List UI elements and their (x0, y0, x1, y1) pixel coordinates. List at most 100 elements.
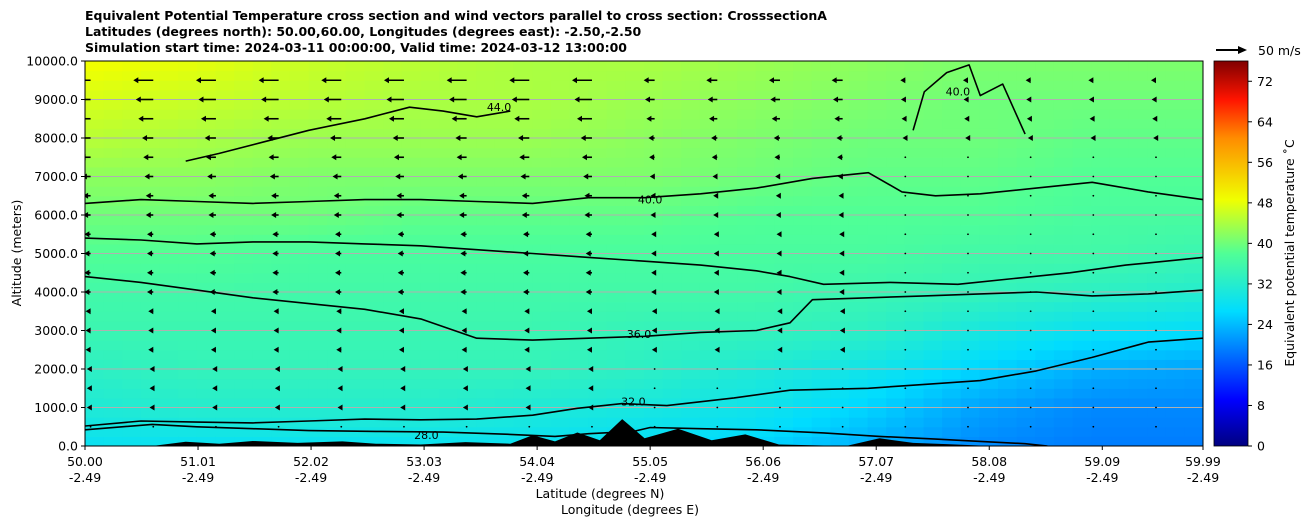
wind-vector (1025, 77, 1031, 84)
fill-cell (494, 99, 515, 110)
fill-cell (960, 349, 980, 360)
contour-line-6 (912, 64, 1026, 135)
fill-cell (830, 243, 850, 255)
fill-cell (383, 234, 403, 245)
fill-cell (699, 70, 720, 81)
fill-cell (606, 205, 626, 216)
fill-cell (457, 282, 477, 293)
wind-vector (263, 115, 279, 122)
wind-vector-head (649, 173, 655, 180)
wind-vector (1092, 425, 1095, 428)
wind-vector (273, 308, 279, 315)
wind-vector-dot (1092, 310, 1095, 313)
fill-cell (848, 234, 869, 245)
fill-cell (85, 369, 105, 380)
fill-cell (718, 417, 738, 428)
fill-cell (606, 282, 626, 293)
fill-cell (848, 99, 869, 110)
fill-cell (196, 224, 217, 235)
fill-cell (1109, 349, 1130, 360)
fill-cell (550, 349, 571, 360)
fill-cell (1035, 138, 1055, 149)
wind-vector (831, 77, 843, 84)
fill-cell (1072, 80, 1092, 91)
fill-cell (457, 70, 477, 81)
fill-cell (513, 282, 533, 293)
wind-vector (716, 406, 719, 409)
fill-cell (439, 99, 459, 110)
wind-vector (777, 308, 783, 315)
fill-cell (811, 417, 831, 428)
fill-cell (1147, 234, 1167, 245)
fill-cell (1184, 234, 1203, 245)
fill-cell (420, 147, 440, 158)
fill-cell (1109, 388, 1130, 399)
fill-cell (1147, 215, 1167, 226)
fill-cell (755, 253, 776, 264)
fill-cell (439, 349, 459, 360)
fill-cell (774, 215, 794, 226)
fill-cell (1128, 176, 1148, 187)
fill-cell (1109, 234, 1130, 245)
fill-cell (383, 388, 403, 399)
fill-cell (681, 340, 701, 351)
wind-vector (525, 366, 531, 372)
fill-cell (662, 388, 682, 399)
fill-cell (140, 138, 161, 149)
fill-cell (1035, 195, 1055, 206)
fill-cell (588, 417, 608, 428)
fill-cell (345, 109, 366, 120)
fill-cell (718, 70, 738, 81)
temperature-contours (85, 64, 1203, 446)
wind-vector (1092, 214, 1095, 216)
fill-cell (886, 359, 906, 370)
fill-cell (476, 320, 496, 332)
wind-vector (460, 231, 467, 238)
fill-cell (1165, 407, 1185, 418)
wind-vector-dot (1155, 175, 1157, 178)
fill-cell (401, 89, 421, 101)
fill-cell (364, 166, 384, 178)
fill-cell (737, 426, 757, 437)
wind-vector-dot (904, 233, 907, 236)
fill-cell (178, 128, 198, 139)
fill-cell (215, 369, 235, 380)
fill-cell (644, 243, 664, 255)
fill-cell (1109, 397, 1130, 409)
fill-cell (960, 378, 980, 389)
wind-vector-head (650, 212, 656, 218)
fill-cell (439, 378, 459, 389)
fill-cell (494, 70, 515, 81)
wind-vector (651, 346, 657, 353)
fill-cell (215, 89, 235, 101)
fill-cell (532, 369, 552, 380)
wind-vector (456, 154, 467, 161)
fill-cell (85, 147, 105, 158)
fill-cell (85, 320, 105, 332)
fill-cell (271, 426, 291, 437)
fill-cell (699, 224, 720, 235)
fill-cell (867, 301, 887, 312)
fill-cell (811, 311, 831, 322)
contour-labels: 28.032.036.040.044.040.0 (414, 86, 970, 442)
fill-cell (364, 417, 384, 428)
fill-cell (588, 359, 608, 370)
fill-cell (1165, 378, 1185, 389)
wind-vector (519, 154, 530, 161)
fill-cell (886, 320, 906, 332)
fill-cell (998, 118, 1018, 129)
fill-cell (606, 224, 626, 235)
fill-cell (793, 388, 813, 399)
fill-cell (960, 272, 980, 283)
fill-cell (718, 89, 738, 101)
wind-vector-dot (841, 425, 844, 428)
fill-cell (439, 359, 459, 370)
fill-cell (122, 80, 142, 91)
fill-cell (1128, 417, 1148, 428)
fill-cell (1016, 330, 1036, 341)
fill-cell (159, 320, 179, 332)
wind-vector-dot (967, 329, 969, 332)
fill-cell (588, 330, 608, 341)
fill-cell (979, 311, 999, 322)
